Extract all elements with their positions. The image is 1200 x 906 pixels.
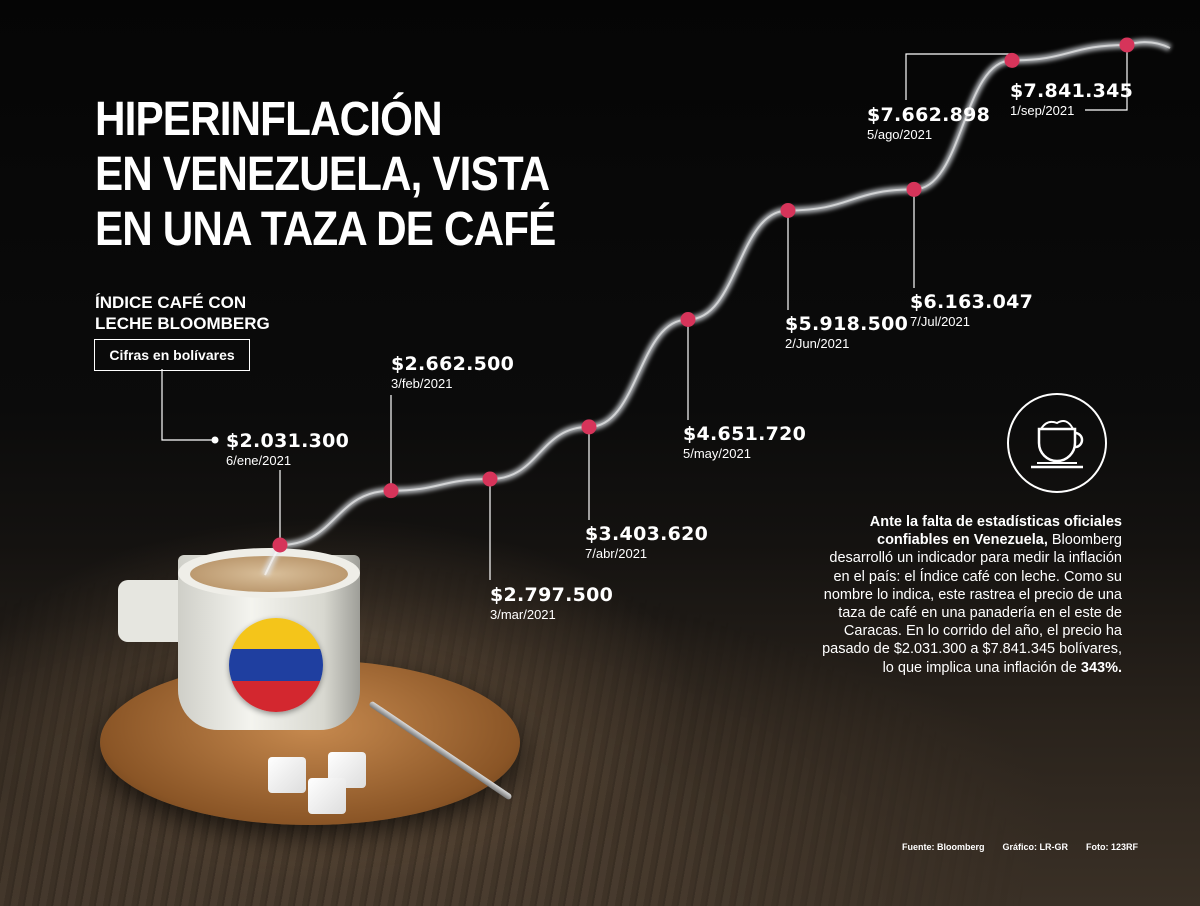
description-paragraph: Ante la falta de estadísticas oficiales … [822,513,1122,677]
photo-credit: Foto: 123RF [1085,842,1138,852]
value-label: $4.651.720 [683,423,807,445]
data-label: $2.662.500 3/feb/2021 [391,353,514,391]
data-point[interactable] [1119,37,1135,53]
value-label: $3.403.620 [585,523,709,545]
smoke-trend-line-core [264,41,1171,576]
connector-dot [211,436,219,444]
title-line: HIPERINFLACIÓN [95,93,443,146]
unit-connector-line [161,369,214,441]
value-label: $6.163.047 [910,291,1034,313]
value-label: $2.797.500 [490,584,614,606]
leader-line [905,53,1012,100]
date-label: 3/feb/2021 [391,376,453,391]
smoke-trend-line [261,38,1172,577]
data-label: $2.031.300 6/ene/2021 [226,430,349,468]
data-label: $6.163.047 7/Jul/2021 [910,291,1033,329]
date-label: 2/Jun/2021 [785,336,850,351]
value-label: $7.841.345 [1010,80,1134,102]
page-title: HIPERINFLACIÓN EN VENEZUELA, VISTA EN UN… [95,92,556,257]
coffee-cup-icon [1007,393,1107,493]
date-label: 5/may/2021 [683,446,751,461]
value-label: $2.662.500 [391,353,515,375]
title-line: EN UNA TAZA DE CAFÉ [95,203,556,256]
sugar-cube [308,778,346,814]
cup-handle [118,580,188,642]
date-label: 7/abr/2021 [585,546,648,561]
leader-line [1085,45,1128,111]
date-label: 6/ene/2021 [226,453,292,468]
inflation-highlight: 343%. [1080,659,1122,676]
data-point[interactable] [906,181,922,197]
title-line: EN VENEZUELA, VISTA [95,148,550,201]
data-label: $7.841.345 1/sep/2021 [1010,80,1133,118]
data-label: $3.403.620 7/abr/2021 [585,523,708,561]
description-body: Bloomberg desarrolló un indicador para m… [822,532,1122,676]
data-label: $7.662.898 5/ago/2021 [867,104,990,142]
data-label: $4.651.720 5/may/2021 [683,423,806,461]
unit-label-box: Cifras en bolívares [94,339,250,371]
subtitle-line: ÍNDICE CAFÉ CON [95,293,247,312]
data-point[interactable] [272,537,288,553]
data-label: $5.918.500 2/Jun/2021 [785,313,908,351]
data-point[interactable] [1004,52,1020,68]
description-intro: Ante la falta de estadísticas oficiales … [869,514,1122,549]
value-label: $5.918.500 [785,313,909,335]
date-label: 3/mar/2021 [490,607,556,622]
date-label: 7/Jul/2021 [910,314,970,329]
data-label: $2.797.500 3/mar/2021 [490,584,613,622]
graphic-credit: Gráfico: LR-GR [1002,842,1068,852]
data-point[interactable] [680,311,696,327]
sugar-cube [268,757,306,793]
source-credit: Fuente: Bloomberg [901,842,985,852]
date-label: 1/sep/2021 [1010,103,1075,118]
data-point[interactable] [780,202,796,218]
data-point[interactable] [383,483,399,499]
credits: Fuente: Bloomberg Gráfico: LR-GR Foto: 1… [902,842,1138,852]
date-label: 5/ago/2021 [867,127,933,142]
data-point[interactable] [482,471,498,487]
value-label: $2.031.300 [226,430,350,452]
value-label: $7.662.898 [867,104,991,126]
subtitle-line: LECHE BLOOMBERG [95,314,270,333]
data-point[interactable] [581,419,597,435]
chart-subtitle: ÍNDICE CAFÉ CON LECHE BLOOMBERG [95,292,270,334]
